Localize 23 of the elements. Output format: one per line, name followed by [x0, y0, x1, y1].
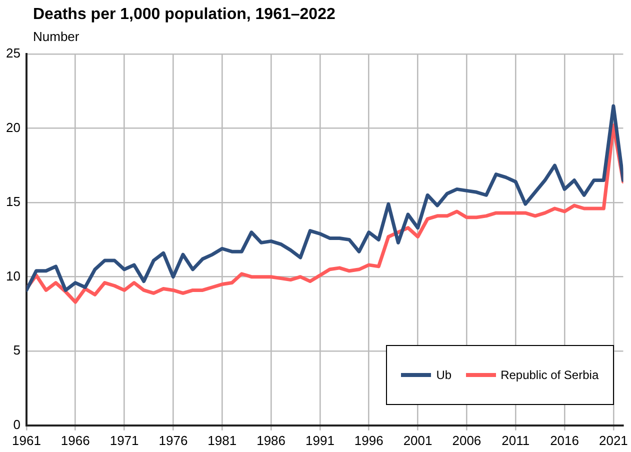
y-tick-label: 10 — [6, 268, 20, 284]
y-tick-label: 25 — [6, 46, 20, 61]
x-tick-label: 1966 — [60, 432, 90, 448]
x-tick-label: 1976 — [158, 432, 188, 448]
y-tick-label: 20 — [6, 120, 20, 135]
y-axis-title: Number — [33, 29, 80, 44]
x-tick-label: 1981 — [208, 432, 237, 448]
x-tick-label: 1961 — [12, 432, 41, 448]
x-tick-label: 2016 — [550, 432, 579, 448]
y-tick-label: 0 — [13, 416, 20, 432]
x-tick-label: 2006 — [452, 432, 482, 448]
x-tick-label: 1986 — [256, 432, 286, 448]
x-tick-label: 2011 — [502, 432, 530, 448]
legend-label: Ub — [436, 368, 452, 382]
x-tick-label: 1996 — [354, 432, 384, 448]
x-tick-label: 1991 — [305, 432, 334, 448]
legend-label: Republic of Serbia — [500, 368, 599, 382]
y-tick-label: 5 — [13, 342, 20, 358]
y-tick-label: 15 — [6, 194, 20, 210]
chart-title: Deaths per 1,000 population, 1961–2022 — [33, 6, 336, 24]
x-tick-label: 2021 — [598, 432, 628, 448]
x-tick-label: 1971 — [110, 432, 139, 448]
x-tick-label: 2001 — [403, 432, 432, 448]
